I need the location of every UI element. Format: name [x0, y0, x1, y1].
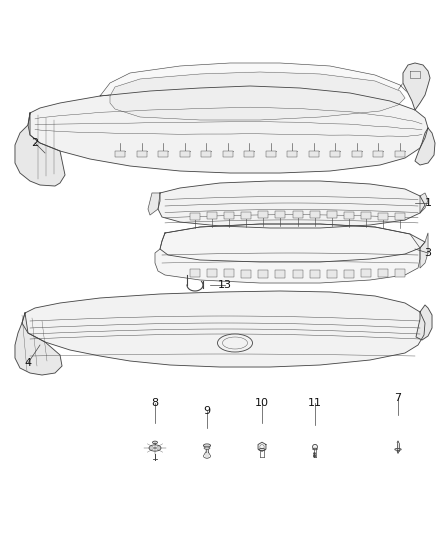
Text: 2: 2 [32, 138, 39, 148]
Bar [244, 151, 254, 157]
Bar [374, 151, 383, 157]
Polygon shape [258, 442, 266, 451]
Bar [395, 213, 405, 220]
Bar [344, 212, 354, 219]
Bar [293, 270, 303, 278]
Bar [258, 270, 268, 278]
Bar [378, 213, 388, 220]
Polygon shape [28, 86, 428, 173]
Bar [361, 212, 371, 219]
Bar [327, 270, 337, 278]
Ellipse shape [149, 445, 161, 451]
Polygon shape [110, 72, 405, 120]
Bar [287, 151, 297, 157]
Text: 9: 9 [203, 406, 211, 416]
Bar [158, 151, 168, 157]
Bar [378, 269, 388, 277]
Bar [293, 211, 303, 218]
Ellipse shape [313, 448, 317, 450]
Bar [309, 151, 319, 157]
Bar [258, 211, 268, 218]
Text: 3: 3 [424, 248, 431, 258]
Bar [190, 269, 200, 277]
Polygon shape [22, 291, 425, 367]
Bar [276, 270, 286, 278]
Bar [241, 212, 251, 219]
Bar [180, 151, 190, 157]
Polygon shape [148, 193, 160, 215]
Circle shape [313, 445, 318, 449]
Bar [361, 269, 371, 277]
Bar [395, 151, 405, 157]
Ellipse shape [218, 334, 252, 352]
Bar [344, 270, 354, 278]
Bar [352, 151, 362, 157]
Bar [276, 211, 286, 218]
Polygon shape [100, 63, 408, 101]
Text: 1: 1 [424, 198, 431, 208]
Bar [115, 151, 125, 157]
Polygon shape [416, 305, 432, 340]
Polygon shape [420, 193, 428, 213]
Text: 4: 4 [25, 358, 32, 368]
Bar [310, 211, 320, 218]
Polygon shape [403, 63, 430, 110]
Bar [395, 269, 405, 277]
Text: 13: 13 [218, 280, 232, 290]
Bar [207, 212, 217, 220]
Bar [207, 269, 217, 277]
Ellipse shape [152, 441, 157, 443]
Text: 11: 11 [308, 398, 322, 408]
Polygon shape [155, 224, 420, 283]
Bar [224, 212, 234, 219]
Bar [266, 151, 276, 157]
Bar [330, 151, 340, 157]
Bar [241, 270, 251, 278]
Bar [190, 213, 200, 220]
Polygon shape [15, 313, 62, 375]
Polygon shape [158, 181, 425, 228]
Ellipse shape [203, 444, 211, 447]
Ellipse shape [395, 448, 401, 450]
Text: 8: 8 [152, 398, 159, 408]
Polygon shape [420, 233, 428, 268]
Bar [201, 151, 211, 157]
Polygon shape [415, 128, 435, 165]
Text: 7: 7 [395, 393, 402, 403]
Polygon shape [160, 224, 425, 262]
Bar [327, 211, 337, 219]
Bar [137, 151, 147, 157]
Bar [223, 151, 233, 157]
Text: 10: 10 [255, 398, 269, 408]
Ellipse shape [259, 449, 265, 450]
Bar [224, 269, 234, 277]
Polygon shape [15, 113, 65, 186]
Bar [310, 270, 320, 278]
Ellipse shape [204, 447, 210, 449]
